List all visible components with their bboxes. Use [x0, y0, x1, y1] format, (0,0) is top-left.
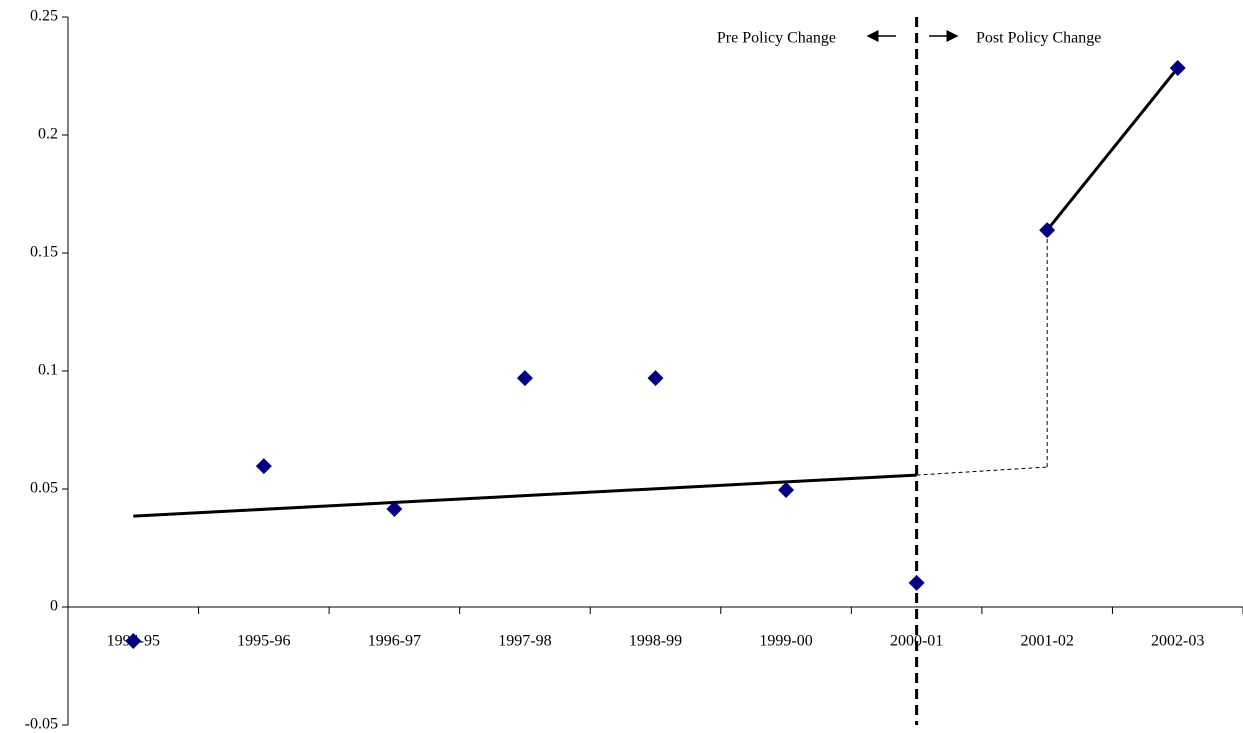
trend-line: [1045, 67, 1179, 232]
x-tick-label: 1997-98: [498, 633, 551, 650]
y-tick-label: 0.05: [30, 480, 58, 497]
data-point: [516, 370, 533, 387]
x-tick-label: 1998-99: [629, 633, 682, 650]
y-tick-label: 0.2: [38, 126, 58, 143]
x-tick-label: 1996-97: [368, 633, 421, 650]
x-tick-label: 2002-03: [1151, 633, 1204, 650]
data-point: [1169, 59, 1186, 76]
x-tick-label: 2001-02: [1021, 633, 1074, 650]
data-point: [778, 481, 795, 498]
y-tick-label: 0.25: [30, 8, 58, 25]
annotation: Post Policy Change: [976, 30, 1101, 47]
y-tick-label: 0: [50, 598, 58, 615]
y-tick-label: 0.15: [30, 244, 58, 261]
x-tick-label: 1999-00: [759, 633, 812, 650]
data-point: [647, 370, 664, 387]
data-point: [386, 501, 403, 518]
y-tick-label: -0.05: [25, 716, 58, 733]
x-tick-label: 1995-96: [237, 633, 290, 650]
data-point: [125, 632, 142, 649]
y-tick-label: 0.1: [38, 362, 58, 379]
trend-line: [133, 473, 917, 518]
trend-line: [916, 466, 1048, 476]
data-point: [255, 458, 272, 475]
data-point: [1039, 222, 1056, 239]
data-point: [908, 574, 925, 591]
annotation: Pre Policy Change: [717, 30, 836, 47]
